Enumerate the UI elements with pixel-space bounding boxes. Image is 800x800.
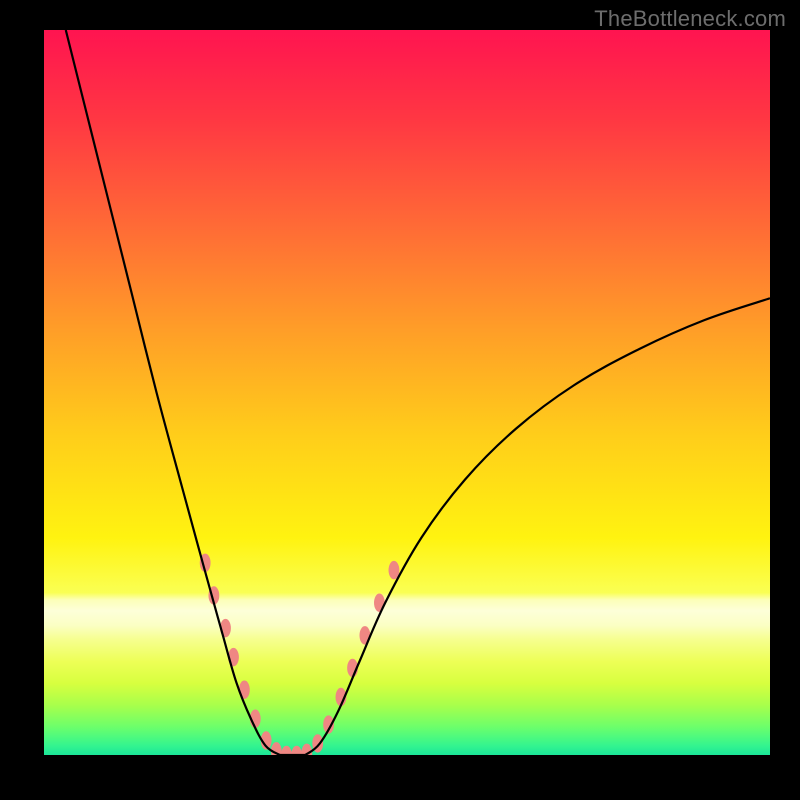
plot-area — [44, 30, 770, 755]
watermark-text: TheBottleneck.com — [594, 6, 786, 32]
bottleneck-curve — [44, 30, 770, 755]
curve-marker — [291, 746, 302, 755]
plot-frame — [30, 30, 770, 770]
curve-right-branch — [305, 298, 770, 755]
curve-marker — [281, 746, 292, 755]
curve-markers — [200, 554, 400, 755]
curve-left-branch — [66, 30, 280, 755]
